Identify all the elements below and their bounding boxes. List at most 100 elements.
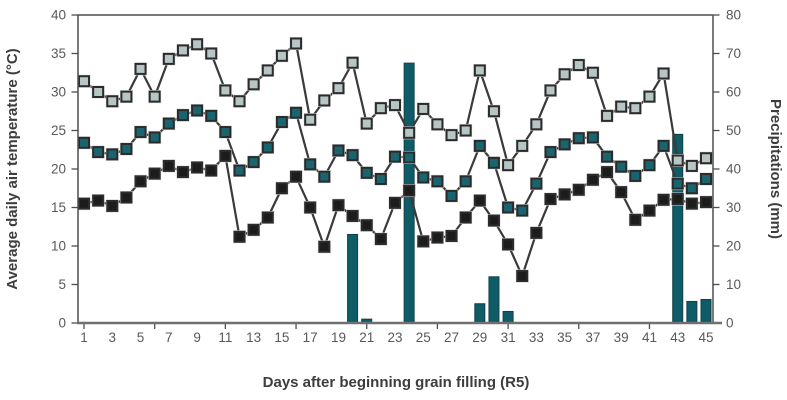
minimum-temperature-marker-day-2 [92, 194, 105, 207]
maximum-temperature-marker-day-7 [162, 52, 175, 65]
maximum-temperature-marker-day-11 [219, 84, 232, 97]
minimum-temperature-marker-day-22 [374, 233, 387, 246]
minimum-temperature-marker-day-8 [176, 166, 189, 179]
mean-temperature-marker-day-29 [473, 139, 486, 152]
right-axis-tick-label: 30 [726, 200, 741, 215]
minimum-temperature-marker-day-17 [304, 201, 317, 214]
mean-temperature-marker-day-26 [431, 175, 444, 188]
mean-temperature-marker-day-35 [558, 138, 571, 151]
left-axis-title: Average daily air temperature (°C) [4, 48, 21, 289]
mean-temperature-marker-day-2 [92, 146, 105, 159]
mean-temperature-marker-day-41 [643, 159, 656, 172]
mean-temperature-marker-day-21 [360, 166, 373, 179]
right-axis-tick-label: 20 [726, 239, 741, 254]
left-axis-tick-label: 20 [51, 162, 66, 177]
maximum-temperature-marker-day-24 [403, 126, 416, 139]
mean-temperature-marker-day-25 [417, 171, 430, 184]
mean-temperature-marker-day-7 [162, 117, 175, 130]
mean-temperature-marker-day-30 [487, 156, 500, 169]
maximum-temperature-marker-day-31 [502, 159, 515, 172]
precipitation-bar-day-45 [700, 299, 712, 324]
mean-temperature-marker-day-1 [78, 136, 90, 149]
left-axis-tick-label: 0 [58, 316, 66, 331]
x-axis-tick-label: 43 [670, 330, 685, 345]
x-axis-tick-label: 5 [137, 330, 145, 345]
maximum-temperature-marker-day-29 [473, 64, 486, 77]
maximum-temperature-marker-day-32 [516, 139, 529, 152]
maximum-temperature-marker-day-22 [374, 102, 387, 115]
maximum-temperature-marker-day-41 [643, 90, 656, 103]
left-axis-tick-label: 15 [51, 200, 66, 215]
mean-temperature-marker-day-22 [374, 173, 387, 186]
mean-temperature-marker-day-39 [615, 160, 628, 173]
maximum-temperature-marker-day-42 [657, 67, 670, 80]
maximum-temperature-marker-day-4 [120, 90, 133, 103]
x-axis-tick-label: 33 [529, 330, 544, 345]
minimum-temperature-marker-day-29 [473, 194, 486, 207]
maximum-temperature-marker-day-6 [148, 90, 161, 103]
minimum-temperature-marker-day-24 [403, 184, 416, 197]
minimum-temperature-marker-day-14 [261, 211, 274, 224]
right-axis-tick-label: 0 [726, 316, 734, 331]
right-axis-tick-label: 80 [726, 8, 741, 23]
mean-temperature-marker-day-16 [290, 106, 303, 119]
minimum-temperature-marker-day-30 [487, 214, 500, 227]
maximum-temperature-marker-day-27 [445, 129, 458, 142]
minimum-temperature-marker-day-37 [586, 173, 599, 186]
maximum-temperature-marker-day-30 [487, 105, 500, 118]
x-axis-tick-label: 17 [303, 330, 318, 345]
x-axis-tick-label: 35 [557, 330, 572, 345]
maximum-temperature-marker-day-3 [106, 95, 119, 108]
minimum-temperature-marker-day-26 [431, 231, 444, 244]
maximum-temperature-marker-day-34 [544, 84, 557, 97]
mean-temperature-marker-day-28 [459, 175, 472, 188]
minimum-temperature-marker-day-4 [120, 191, 133, 204]
minimum-temperature-marker-day-45 [700, 196, 712, 209]
maximum-temperature-marker-day-26 [431, 118, 444, 131]
x-axis-tick-label: 29 [472, 330, 487, 345]
maximum-temperature-marker-day-1 [78, 75, 90, 88]
maximum-temperature-marker-day-39 [615, 100, 628, 113]
maximum-temperature-marker-day-19 [332, 82, 345, 95]
minimum-temperature-marker-day-1 [78, 197, 90, 210]
minimum-temperature-marker-day-19 [332, 199, 345, 212]
minimum-temperature-marker-day-36 [572, 183, 585, 196]
right-axis-tick-label: 10 [726, 277, 741, 292]
maximum-temperature-marker-day-18 [318, 94, 331, 107]
mean-temperature-marker-day-11 [219, 126, 232, 139]
x-axis-tick-label: 23 [387, 330, 402, 345]
x-axis-tick-label: 15 [274, 330, 289, 345]
maximum-temperature-marker-day-45 [700, 152, 712, 165]
x-axis-tick-label: 37 [585, 330, 600, 345]
minimum-temperature-marker-day-10 [205, 164, 218, 177]
right-axis-tick-label: 40 [726, 162, 741, 177]
maximum-temperature-marker-day-12 [233, 95, 246, 108]
precipitation-bar-day-29 [474, 303, 486, 324]
right-axis-tick-label: 60 [726, 85, 741, 100]
maximum-temperature-marker-day-20 [346, 56, 359, 69]
minimum-temperature-marker-day-32 [516, 270, 529, 283]
maximum-temperature-marker-day-21 [360, 117, 373, 130]
maximum-temperature-marker-day-16 [290, 37, 303, 50]
maximum-temperature-marker-day-43 [671, 154, 684, 167]
minimum-temperature-marker-day-11 [219, 149, 232, 162]
precipitation-bar-day-20 [347, 233, 359, 324]
minimum-temperature-marker-day-13 [247, 223, 260, 236]
minimum-temperature-marker-day-16 [290, 170, 303, 183]
minimum-temperature-marker-day-6 [148, 167, 161, 180]
mean-temperature-marker-day-20 [346, 149, 359, 162]
left-axis-tick-label: 5 [58, 277, 66, 292]
maximum-temperature-marker-day-13 [247, 78, 260, 91]
precipitation-bar-day-30 [488, 276, 500, 324]
mean-temperature-marker-day-14 [261, 141, 274, 154]
mean-temperature-marker-day-19 [332, 144, 345, 157]
mean-temperature-marker-day-36 [572, 132, 585, 145]
maximum-temperature-marker-day-23 [389, 99, 401, 112]
mean-temperature-marker-day-31 [502, 201, 515, 214]
right-axis-tick-label: 70 [726, 46, 741, 61]
x-axis-tick-label: 1 [80, 330, 88, 345]
maximum-temperature-marker-day-8 [176, 44, 189, 57]
x-axis-tick-label: 19 [331, 330, 346, 345]
